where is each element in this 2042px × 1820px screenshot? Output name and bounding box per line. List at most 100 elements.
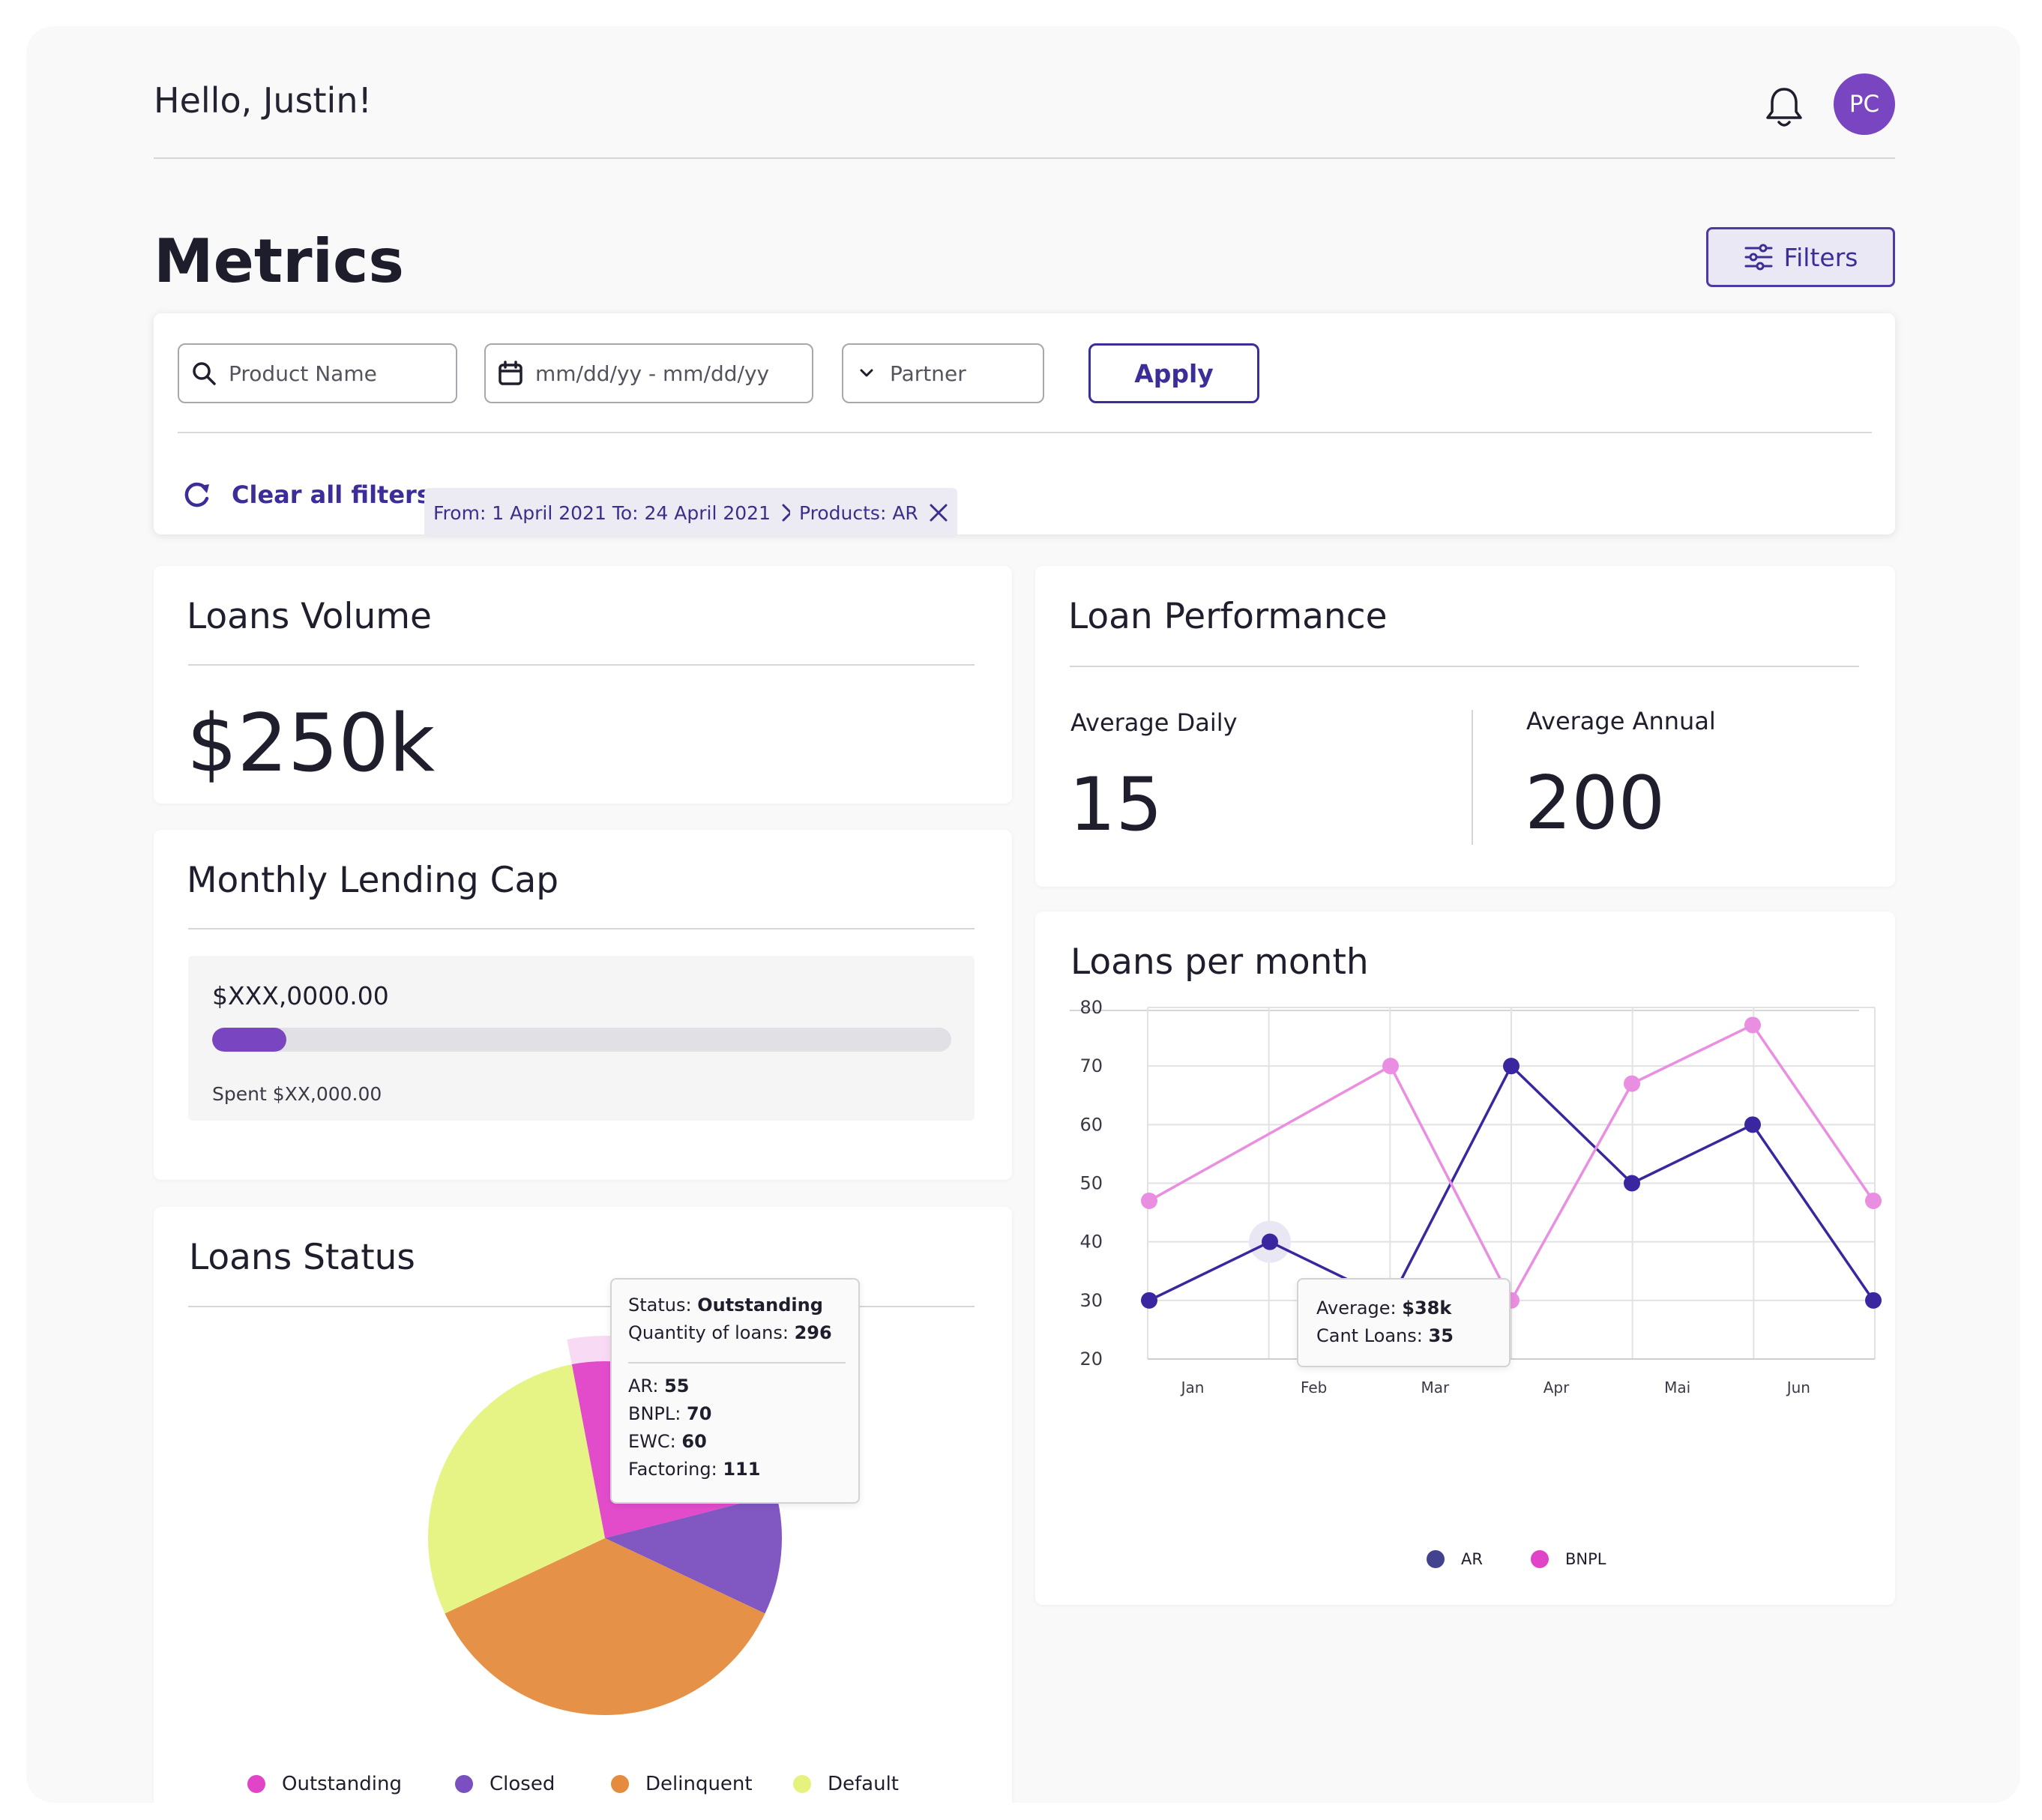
average-daily-label: Average Daily bbox=[1070, 708, 1238, 737]
chevron-down-icon bbox=[860, 369, 873, 377]
y-tick-label: 60 bbox=[1079, 1114, 1103, 1135]
pie-tooltip-status: Status: Outstanding bbox=[628, 1295, 823, 1316]
card-divider bbox=[1070, 666, 1859, 667]
card-divider bbox=[188, 664, 975, 666]
legend-label: Outstanding bbox=[282, 1773, 402, 1795]
loans-volume-value: $250k bbox=[187, 697, 436, 789]
data-point-ar[interactable] bbox=[1865, 1292, 1882, 1309]
pie-tooltip: Status: Outstanding Quantity of loans: 2… bbox=[610, 1278, 860, 1504]
filters-button[interactable]: Filters bbox=[1706, 227, 1895, 287]
legend-label: Closed bbox=[490, 1773, 555, 1795]
legend-label: Delinquent bbox=[645, 1773, 753, 1795]
legend-delinquent[interactable]: Delinquent bbox=[611, 1773, 753, 1795]
pie-slice-closed[interactable] bbox=[605, 1494, 782, 1614]
legend-outstanding[interactable]: Outstanding bbox=[247, 1773, 402, 1795]
legend-label: BNPL bbox=[1565, 1550, 1606, 1568]
pie-tooltip-row-bnpl: BNPL: 70 bbox=[628, 1403, 712, 1424]
y-tick-label: 40 bbox=[1079, 1232, 1103, 1253]
loans-status-pie-chart bbox=[428, 1336, 801, 1715]
line-tooltip-cant-loans: Cant Loans: 35 bbox=[1316, 1325, 1454, 1346]
partner-placeholder: Partner bbox=[890, 361, 966, 386]
legend-dot bbox=[455, 1775, 473, 1793]
monthly-lending-cap-title: Monthly Lending Cap bbox=[187, 860, 559, 901]
calendar-icon bbox=[499, 361, 522, 385]
apply-button[interactable]: Apply bbox=[1088, 343, 1259, 403]
average-annual-value: 200 bbox=[1525, 761, 1666, 846]
y-tick-label: 50 bbox=[1079, 1173, 1103, 1194]
loans-per-month-card: Loans per month 20 30 40 50 60 70 80 Jan Feb Mar A… bbox=[1035, 911, 1895, 1605]
pie-tooltip-row-ewc: EWC: 60 bbox=[628, 1431, 707, 1452]
data-point-ar[interactable] bbox=[1141, 1292, 1157, 1309]
legend-label: Default bbox=[828, 1773, 899, 1795]
metric-divider bbox=[1472, 710, 1473, 845]
close-icon[interactable] bbox=[929, 503, 948, 522]
lending-cap-box: $XXX,0000.00 Spent $XX,000.00 bbox=[188, 956, 975, 1121]
filter-panel: Product Name mm/dd/yy - mm/dd/yy Partner… bbox=[154, 313, 1895, 537]
date-range-input[interactable]: mm/dd/yy - mm/dd/yy bbox=[484, 343, 813, 403]
loan-performance-card: Loan Performance Average Daily 15 Averag… bbox=[1035, 566, 1895, 887]
data-point-bnpl[interactable] bbox=[1141, 1192, 1157, 1209]
x-tick-label: Apr bbox=[1543, 1378, 1570, 1396]
legend-ar[interactable]: AR bbox=[1427, 1550, 1483, 1568]
data-point-bnpl[interactable] bbox=[1744, 1016, 1761, 1034]
product-name-input[interactable]: Product Name bbox=[178, 343, 457, 403]
lending-cap-spent: Spent $XX,000.00 bbox=[212, 1083, 382, 1105]
product-filter-chip-label: Products: AR bbox=[799, 501, 918, 524]
pie-tooltip-quantity: Quantity of loans: 296 bbox=[628, 1322, 832, 1343]
sliders-icon bbox=[1744, 244, 1773, 271]
data-point-ar[interactable] bbox=[1744, 1116, 1761, 1133]
legend-dot bbox=[1427, 1550, 1445, 1568]
clear-all-filters-label: Clear all filters bbox=[232, 480, 431, 509]
legend-bnpl[interactable]: BNPL bbox=[1531, 1550, 1606, 1568]
pie-slice-delinquent[interactable] bbox=[445, 1538, 765, 1715]
partner-select[interactable]: Partner bbox=[842, 343, 1044, 403]
data-point-ar[interactable] bbox=[1624, 1175, 1640, 1192]
header-divider bbox=[154, 157, 1895, 159]
y-tick-label: 70 bbox=[1079, 1055, 1103, 1076]
data-point-ar[interactable] bbox=[1503, 1058, 1520, 1075]
legend-dot bbox=[247, 1775, 265, 1793]
legend-closed[interactable]: Closed bbox=[455, 1773, 555, 1795]
lending-cap-amount: $XXX,0000.00 bbox=[212, 981, 389, 1010]
loans-volume-title: Loans Volume bbox=[187, 596, 432, 637]
x-tick-label: Mar bbox=[1421, 1378, 1450, 1396]
y-tick-label: 30 bbox=[1079, 1290, 1103, 1311]
pie-tooltip-row-factoring: Factoring: 111 bbox=[628, 1459, 761, 1480]
date-range-placeholder: mm/dd/yy - mm/dd/yy bbox=[535, 361, 770, 386]
filters-button-label: Filters bbox=[1783, 242, 1858, 272]
loans-status-title: Loans Status bbox=[189, 1237, 415, 1278]
avatar[interactable]: PC bbox=[1834, 73, 1895, 135]
card-divider bbox=[188, 928, 975, 929]
x-tick-label: Jan bbox=[1180, 1378, 1205, 1396]
card-divider bbox=[188, 1306, 975, 1307]
app-frame: Hello, Justin! PC Metrics Filters Produc… bbox=[26, 26, 2020, 1803]
date-filter-chip: From: 1 April 2021 To: 24 April 2021 bbox=[424, 488, 810, 537]
date-filter-chip-label: From: 1 April 2021 To: 24 April 2021 bbox=[433, 501, 771, 524]
loans-per-month-line-chart: 20 30 40 50 60 70 80 Jan Feb Mar Apr Mai Jun bbox=[1079, 997, 1882, 1396]
pie-slice-default[interactable] bbox=[428, 1364, 605, 1614]
data-point-bnpl[interactable] bbox=[1382, 1058, 1399, 1075]
page-title: Metrics bbox=[154, 226, 405, 296]
legend-default[interactable]: Default bbox=[793, 1773, 899, 1795]
average-daily-value: 15 bbox=[1069, 762, 1163, 848]
legend-label: AR bbox=[1461, 1550, 1483, 1568]
line-tooltip: Average: $38k Cant Loans: 35 bbox=[1297, 1278, 1511, 1367]
clear-all-filters-button[interactable]: Clear all filters bbox=[182, 480, 431, 510]
card-divider bbox=[1070, 1010, 1859, 1011]
greeting: Hello, Justin! bbox=[154, 80, 372, 121]
x-tick-label: Jun bbox=[1786, 1378, 1810, 1396]
data-point-bnpl[interactable] bbox=[1624, 1075, 1640, 1092]
loans-volume-card: Loans Volume $250k bbox=[154, 566, 1012, 804]
product-name-placeholder: Product Name bbox=[229, 361, 377, 386]
monthly-lending-cap-card: Monthly Lending Cap $XXX,0000.00 Spent $… bbox=[154, 830, 1012, 1180]
product-filter-chip: Products: AR bbox=[790, 488, 957, 537]
average-annual-label: Average Annual bbox=[1526, 707, 1716, 735]
data-point-bnpl[interactable] bbox=[1865, 1192, 1882, 1209]
x-tick-label: Mai bbox=[1664, 1378, 1690, 1396]
bell-icon[interactable] bbox=[1764, 85, 1804, 130]
data-point-ar[interactable] bbox=[1262, 1233, 1278, 1250]
tooltip-divider bbox=[628, 1362, 846, 1364]
line-tooltip-average: Average: $38k bbox=[1316, 1298, 1452, 1319]
loan-performance-title: Loan Performance bbox=[1068, 596, 1388, 637]
pie-tooltip-row-ar: AR: 55 bbox=[628, 1375, 690, 1396]
